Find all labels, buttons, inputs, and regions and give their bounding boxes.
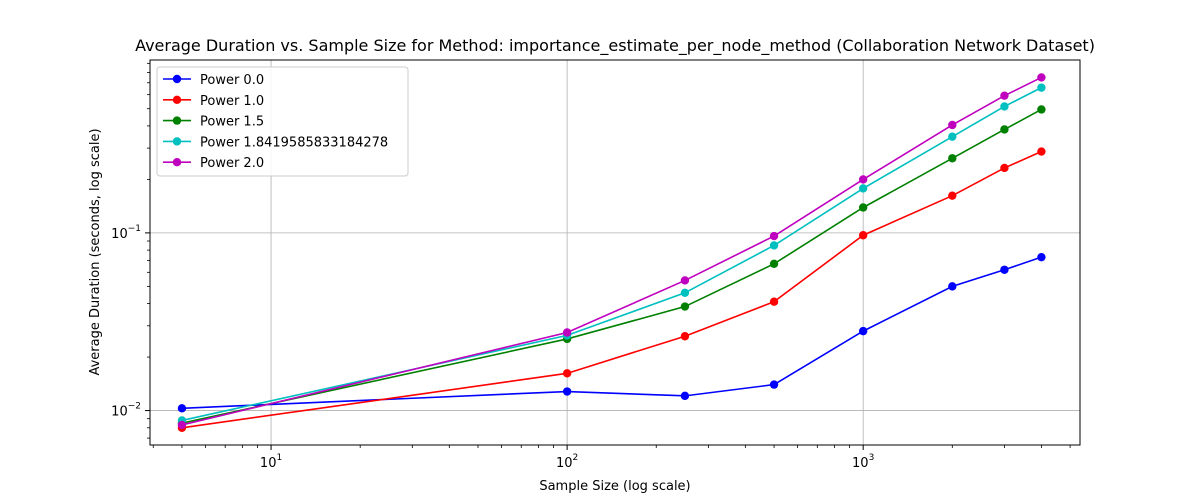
legend-label: Power 2.0 [200, 156, 264, 171]
data-point [1037, 83, 1046, 92]
data-point [948, 282, 957, 291]
x-tick-label: 102 [556, 453, 578, 471]
data-point [562, 387, 572, 396]
x-tick-label-base: 10 [852, 456, 869, 471]
data-point [1000, 163, 1009, 173]
data-point [1000, 102, 1009, 111]
data-point [177, 404, 187, 413]
data-point [1000, 125, 1009, 134]
data-point [1037, 252, 1046, 262]
x-tick-label: 103 [852, 453, 874, 471]
legend-marker [172, 137, 182, 146]
series-line [181, 108, 1042, 424]
data-point [769, 297, 779, 306]
x-tick-label-base: 10 [260, 456, 277, 471]
legend-entry: Power 1.8419585833184278 [163, 135, 388, 150]
data-point [680, 302, 690, 311]
legend-label: Power 1.5 [200, 115, 264, 130]
x-tick-label-exponent: 3 [869, 453, 875, 463]
x-tick-label-base: 10 [556, 456, 573, 471]
data-point [948, 154, 957, 163]
data-point [562, 328, 572, 337]
data-point [769, 241, 779, 250]
plot-area [147, 59, 1081, 448]
data-point [858, 203, 868, 212]
series-line [181, 150, 1042, 429]
x-axis-label: Sample Size (log scale) [539, 479, 690, 494]
data-point [562, 369, 572, 378]
legend-label: Power 1.8419585833184278 [200, 135, 388, 150]
x-tick-label: 101 [260, 453, 282, 471]
legend-label: Power 1.0 [200, 94, 264, 109]
series-1 [177, 147, 1046, 432]
legend-marker [172, 95, 182, 105]
legend-marker [172, 158, 182, 167]
data-point [948, 132, 957, 141]
data-point [680, 288, 690, 298]
data-point [948, 120, 957, 130]
legend-box [156, 66, 409, 177]
data-point [858, 175, 868, 184]
legend-entry: Power 1.0 [163, 94, 264, 109]
y-axis-label: Average Duration (seconds, log scale) [88, 128, 103, 375]
y-tick-label-exponent: −1 [128, 224, 141, 234]
data-point [1000, 265, 1009, 274]
data-point [177, 420, 187, 430]
series-layer [177, 73, 1046, 432]
data-point [948, 191, 957, 200]
data-point [858, 231, 868, 240]
data-point [769, 259, 779, 268]
series-4 [177, 73, 1046, 430]
data-point [680, 276, 690, 285]
data-point [1000, 91, 1009, 100]
legend-entry: Power 2.0 [163, 156, 264, 171]
x-tick-label-exponent: 2 [573, 453, 579, 463]
series-line [181, 76, 1042, 426]
series-line [181, 86, 1042, 422]
data-point [858, 184, 868, 193]
legend-marker [172, 74, 182, 84]
legend-entries: Power 0.0 Power 1.0 Power 1.5 Power 1.84195… [163, 73, 388, 171]
data-point [769, 231, 779, 241]
y-tick-label-exponent: −2 [128, 402, 141, 412]
y-tick-label: 10−1 [111, 224, 141, 242]
data-point [1037, 73, 1046, 82]
x-axis-ticks: 101 102 103 [260, 445, 874, 471]
data-point [858, 326, 868, 336]
data-point [680, 332, 690, 341]
y-tick-label-base: 10 [111, 405, 128, 420]
legend-marker [172, 116, 182, 125]
data-point [1037, 147, 1046, 156]
data-point [769, 380, 779, 389]
legend-entry: Power 0.0 [163, 73, 264, 88]
series-0 [177, 252, 1046, 413]
legend-label: Power 0.0 [200, 73, 264, 88]
legend: Power 0.0 Power 1.0 Power 1.5 Power 1.84195… [156, 66, 409, 177]
legend-entry: Power 1.5 [163, 115, 264, 130]
y-tick-label-base: 10 [111, 227, 128, 242]
axes-frame [149, 59, 1081, 446]
chart-title: Average Duration vs. Sample Size for Met… [135, 36, 1095, 56]
y-tick-label: 10−2 [111, 402, 141, 420]
y-axis-ticks: 10−210−1 [111, 224, 150, 420]
series-line [181, 256, 1042, 410]
data-point [1037, 105, 1046, 114]
x-tick-label-exponent: 1 [276, 453, 282, 463]
data-point [680, 391, 690, 401]
